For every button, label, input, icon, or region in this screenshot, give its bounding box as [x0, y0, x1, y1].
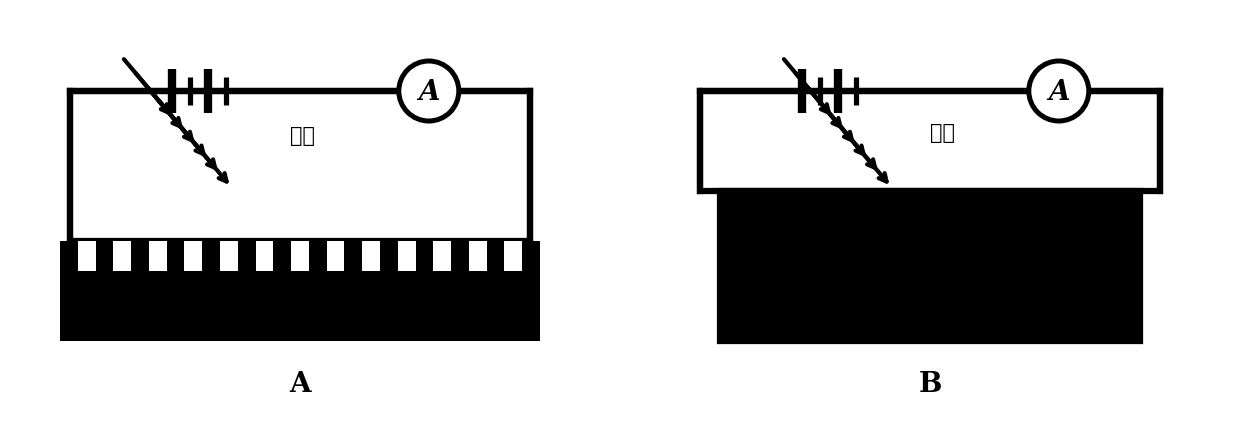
- Bar: [362, 241, 379, 271]
- Bar: [78, 241, 95, 271]
- Bar: [505, 241, 522, 271]
- Text: A: A: [289, 371, 311, 398]
- Text: 光照: 光照: [290, 126, 315, 146]
- Text: 光照: 光照: [930, 123, 955, 143]
- Bar: [398, 241, 415, 271]
- Text: A: A: [1048, 78, 1070, 106]
- Bar: [469, 241, 486, 271]
- Bar: [219, 241, 238, 271]
- Bar: [433, 241, 451, 271]
- Bar: [291, 241, 309, 271]
- Ellipse shape: [1029, 61, 1089, 121]
- Text: A: A: [418, 78, 439, 106]
- Bar: [69, 91, 529, 241]
- Bar: [255, 241, 273, 271]
- Ellipse shape: [399, 61, 459, 121]
- Bar: [326, 241, 345, 271]
- Bar: [720, 191, 1140, 341]
- Text: B: B: [919, 371, 941, 398]
- Bar: [149, 241, 166, 271]
- Bar: [701, 91, 1159, 191]
- Bar: [60, 241, 539, 271]
- Bar: [113, 241, 131, 271]
- Bar: [60, 271, 539, 341]
- Bar: [185, 241, 202, 271]
